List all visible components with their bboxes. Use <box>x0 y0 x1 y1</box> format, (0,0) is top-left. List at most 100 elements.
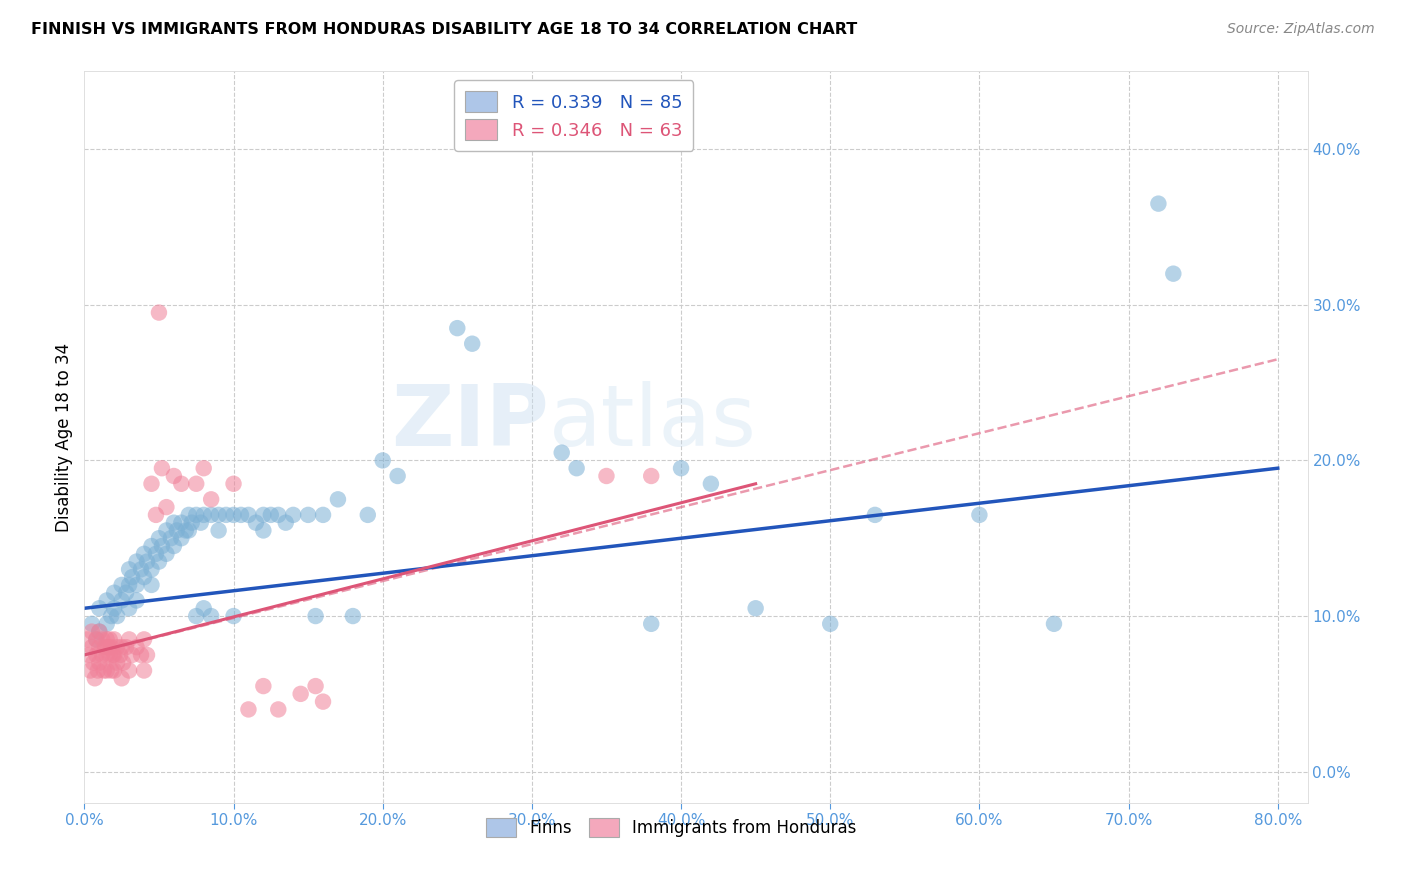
Point <box>89 656 111 670</box>
Point <box>111 578 134 592</box>
Point <box>91 648 114 662</box>
Point <box>89 640 111 655</box>
Point <box>145 508 167 522</box>
Point <box>551 445 574 459</box>
Point <box>148 531 170 545</box>
Point <box>177 508 200 522</box>
Legend: Finns, Immigrants from Honduras: Finns, Immigrants from Honduras <box>478 810 865 846</box>
Point <box>283 508 305 522</box>
Point <box>94 640 117 655</box>
Point <box>163 469 186 483</box>
Point <box>111 671 134 685</box>
Point <box>96 664 118 678</box>
Point <box>132 632 155 647</box>
Point <box>80 640 103 655</box>
Point <box>312 508 335 522</box>
Point <box>145 547 167 561</box>
Point <box>190 516 212 530</box>
Point <box>170 531 193 545</box>
Point <box>105 640 128 655</box>
Point <box>155 500 177 515</box>
Point <box>193 601 215 615</box>
Point <box>200 492 222 507</box>
Point <box>177 524 200 538</box>
Point <box>166 524 188 538</box>
Point <box>222 508 245 522</box>
Point <box>101 648 124 662</box>
Point <box>103 648 125 662</box>
Point <box>700 476 723 491</box>
Point <box>125 640 148 655</box>
Point <box>141 539 163 553</box>
Point <box>84 648 107 662</box>
Point <box>312 695 335 709</box>
Point <box>105 609 128 624</box>
Point <box>84 632 107 647</box>
Point <box>89 601 111 615</box>
Point <box>155 524 177 538</box>
Point <box>121 570 143 584</box>
Point <box>96 632 118 647</box>
Point <box>215 508 238 522</box>
Point <box>115 585 138 599</box>
Point <box>132 664 155 678</box>
Point <box>148 305 170 319</box>
Point <box>97 640 120 655</box>
Point <box>105 656 128 670</box>
Point <box>136 555 159 569</box>
Point <box>118 601 141 615</box>
Text: atlas: atlas <box>550 381 758 464</box>
Point <box>118 562 141 576</box>
Point <box>155 547 177 561</box>
Point <box>446 321 468 335</box>
Point <box>238 702 260 716</box>
Point <box>79 664 101 678</box>
Point <box>371 453 394 467</box>
Point <box>245 516 267 530</box>
Point <box>387 469 409 483</box>
Point <box>193 461 215 475</box>
Point <box>342 609 364 624</box>
Point <box>87 664 110 678</box>
Point <box>297 508 319 522</box>
Point <box>83 671 105 685</box>
Point <box>100 609 122 624</box>
Point <box>89 624 111 639</box>
Point <box>290 687 312 701</box>
Point <box>304 679 326 693</box>
Point <box>93 664 115 678</box>
Point <box>163 539 186 553</box>
Point <box>118 664 141 678</box>
Point <box>129 562 152 576</box>
Point <box>91 632 114 647</box>
Point <box>150 461 173 475</box>
Point <box>98 632 121 647</box>
Point <box>260 508 283 522</box>
Point <box>229 508 252 522</box>
Point <box>252 524 274 538</box>
Point <box>141 476 163 491</box>
Text: FINNISH VS IMMIGRANTS FROM HONDURAS DISABILITY AGE 18 TO 34 CORRELATION CHART: FINNISH VS IMMIGRANTS FROM HONDURAS DISA… <box>31 22 858 37</box>
Point <box>1163 267 1185 281</box>
Point <box>357 508 380 522</box>
Point <box>252 508 274 522</box>
Point <box>103 601 125 615</box>
Point <box>80 616 103 631</box>
Point <box>84 632 107 647</box>
Point <box>744 601 766 615</box>
Point <box>103 585 125 599</box>
Point <box>207 524 229 538</box>
Text: ZIP: ZIP <box>391 381 550 464</box>
Point <box>304 609 326 624</box>
Point <box>77 648 100 662</box>
Point <box>103 664 125 678</box>
Point <box>121 648 143 662</box>
Point <box>969 508 991 522</box>
Point <box>252 679 274 693</box>
Point <box>200 508 222 522</box>
Point <box>163 516 186 530</box>
Point <box>222 476 245 491</box>
Point <box>96 616 118 631</box>
Y-axis label: Disability Age 18 to 34: Disability Age 18 to 34 <box>55 343 73 532</box>
Text: Source: ZipAtlas.com: Source: ZipAtlas.com <box>1227 22 1375 37</box>
